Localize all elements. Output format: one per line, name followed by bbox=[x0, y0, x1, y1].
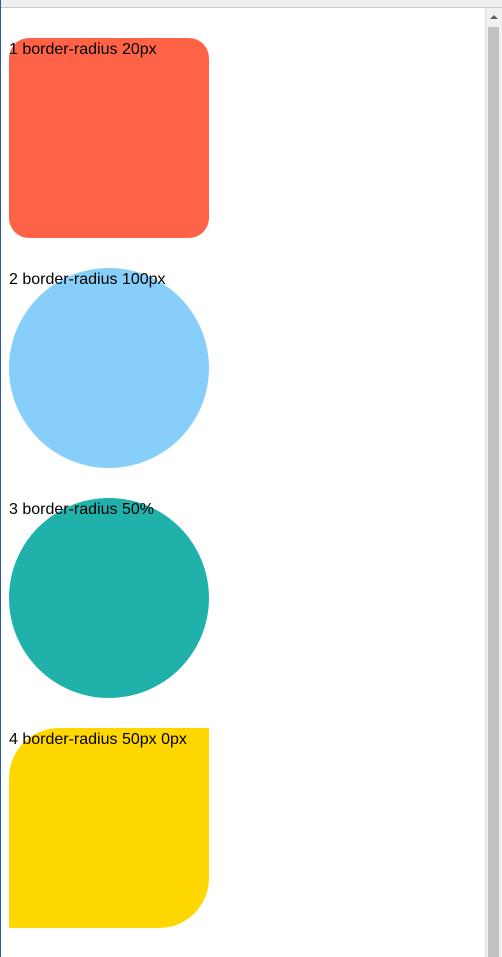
box-label: 2 border-radius 100px bbox=[9, 271, 166, 288]
box-border-radius-20px: 1 border-radius 20px bbox=[9, 38, 209, 238]
page-viewport: 1 border-radius 20px 2 border-radius 100… bbox=[1, 8, 485, 957]
box-label: 3 border-radius 50% bbox=[9, 501, 154, 518]
window-top-edge bbox=[1, 0, 502, 8]
box-border-radius-50-percent: 3 border-radius 50% bbox=[9, 498, 209, 698]
box-border-radius-100px: 2 border-radius 100px bbox=[9, 268, 209, 468]
vertical-scrollbar[interactable] bbox=[485, 8, 502, 957]
box-label: 4 border-radius 50px 0px bbox=[9, 731, 187, 748]
scrollbar-thumb[interactable] bbox=[488, 27, 499, 957]
chevron-up-icon[interactable] bbox=[486, 8, 502, 25]
box-border-radius-50px-0px: 4 border-radius 50px 0px bbox=[9, 728, 209, 928]
box-label: 1 border-radius 20px bbox=[9, 41, 157, 58]
